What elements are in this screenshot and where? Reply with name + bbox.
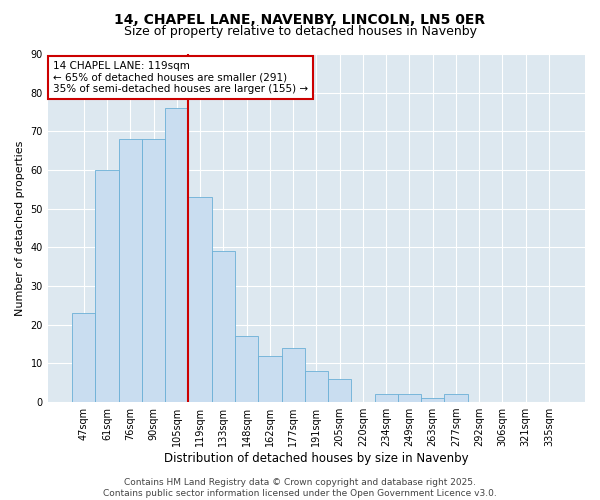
Bar [235,336,258,402]
Bar [328,379,351,402]
Text: 14, CHAPEL LANE, NAVENBY, LINCOLN, LN5 0ER: 14, CHAPEL LANE, NAVENBY, LINCOLN, LN5 0… [115,12,485,26]
Bar [119,139,142,402]
Bar [142,139,165,402]
Text: 14 CHAPEL LANE: 119sqm
← 65% of detached houses are smaller (291)
35% of semi-de: 14 CHAPEL LANE: 119sqm ← 65% of detached… [53,61,308,94]
Y-axis label: Number of detached properties: Number of detached properties [15,140,25,316]
Bar [95,170,119,402]
Bar [165,108,188,402]
Bar [72,313,95,402]
Bar [445,394,467,402]
Bar [398,394,421,402]
Bar [188,197,212,402]
Bar [258,356,281,402]
Bar [421,398,445,402]
Bar [212,251,235,402]
Bar [374,394,398,402]
Text: Size of property relative to detached houses in Navenby: Size of property relative to detached ho… [124,25,476,38]
Bar [281,348,305,402]
X-axis label: Distribution of detached houses by size in Navenby: Distribution of detached houses by size … [164,452,469,465]
Text: Contains HM Land Registry data © Crown copyright and database right 2025.
Contai: Contains HM Land Registry data © Crown c… [103,478,497,498]
Bar [305,371,328,402]
